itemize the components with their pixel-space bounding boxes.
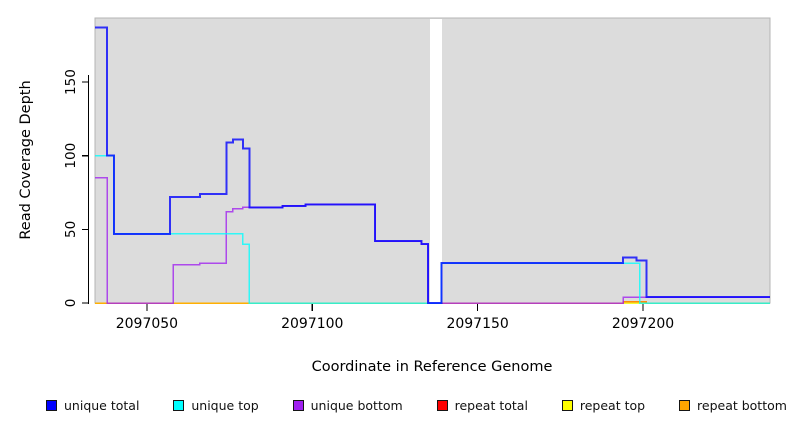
legend-label: repeat bottom [697,398,787,413]
x-tick-label: 2097100 [281,316,343,332]
legend-swatch-icon [173,400,185,411]
unique-total-line [95,26,770,304]
legend-swatch-icon [292,400,304,411]
legend-item-repeat-bottom: repeat bottom [679,398,787,413]
legend-item-repeat-total: repeat total [436,398,528,413]
x-tick-label: 2097150 [446,316,508,332]
legend-item-repeat-top: repeat top [561,398,646,413]
coverage-gap-band [430,19,442,303]
legend-item-unique-total: unique total [46,398,139,413]
y-tick-label: 0 [63,299,79,308]
y-tick-label: 100 [63,143,79,169]
x-tick-label: 2097050 [116,316,178,332]
x-tick-label: 2097200 [612,316,674,332]
legend-label: unique total [64,398,140,413]
plot-area [94,17,771,304]
legend-swatch-icon [436,400,448,411]
legend-item-unique-bottom: unique bottom [292,398,403,413]
legend-label: repeat top [579,398,646,413]
legend-swatch-icon [46,400,57,411]
legend-label: unique top [191,398,259,413]
chart-legend: unique total unique top unique bottom repea… [46,398,787,413]
y-tick-label: 50 [63,221,79,238]
y-axis-title: Read Coverage Depth [18,80,34,239]
legend-item-unique-top: unique top [173,398,259,413]
axes: 0 50 100 150 2097050 2097100 2097150 2097200 [63,69,674,332]
legend-label: repeat total [454,398,528,413]
x-axis-title: Coordinate in Reference Genome [312,359,553,375]
legend-label: unique bottom [310,398,403,413]
legend-swatch-icon [561,400,573,411]
y-tick-label: 150 [63,69,79,95]
legend-swatch-icon [679,400,691,411]
